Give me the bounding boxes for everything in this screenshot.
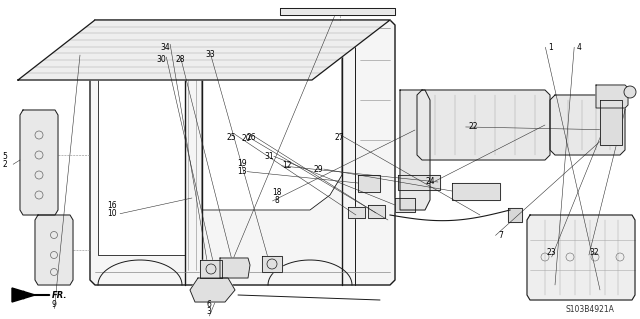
Text: 5: 5 bbox=[3, 152, 8, 161]
Text: 20: 20 bbox=[241, 134, 252, 143]
Polygon shape bbox=[398, 175, 440, 190]
Text: 27: 27 bbox=[334, 133, 344, 142]
Polygon shape bbox=[18, 20, 390, 80]
Text: 6: 6 bbox=[207, 300, 212, 309]
Polygon shape bbox=[400, 90, 430, 210]
Text: 8: 8 bbox=[274, 197, 279, 205]
Text: 9: 9 bbox=[52, 300, 57, 309]
Text: 3: 3 bbox=[207, 307, 212, 315]
Polygon shape bbox=[395, 198, 415, 212]
Text: 18: 18 bbox=[272, 189, 281, 197]
Polygon shape bbox=[35, 215, 73, 285]
Polygon shape bbox=[190, 278, 235, 302]
Polygon shape bbox=[600, 100, 622, 145]
Polygon shape bbox=[550, 95, 625, 155]
Text: S103B4921A: S103B4921A bbox=[565, 306, 614, 315]
Polygon shape bbox=[596, 85, 628, 108]
Polygon shape bbox=[200, 260, 222, 278]
Text: 26: 26 bbox=[246, 133, 256, 142]
Text: 31: 31 bbox=[264, 152, 274, 161]
Polygon shape bbox=[280, 8, 395, 15]
Text: 30: 30 bbox=[156, 56, 166, 64]
Text: 29: 29 bbox=[314, 165, 324, 174]
Polygon shape bbox=[20, 110, 58, 215]
Polygon shape bbox=[202, 35, 342, 210]
Polygon shape bbox=[452, 183, 500, 200]
Text: 25: 25 bbox=[227, 133, 237, 142]
Polygon shape bbox=[358, 175, 380, 192]
Polygon shape bbox=[220, 258, 250, 278]
Polygon shape bbox=[417, 90, 550, 160]
Polygon shape bbox=[348, 207, 365, 218]
Polygon shape bbox=[98, 35, 185, 255]
Polygon shape bbox=[12, 288, 35, 302]
Text: FR.: FR. bbox=[52, 291, 67, 300]
Text: 24: 24 bbox=[425, 177, 435, 186]
Text: 4: 4 bbox=[577, 43, 582, 52]
Text: 28: 28 bbox=[176, 56, 185, 64]
Text: 13: 13 bbox=[237, 167, 247, 176]
Text: 1: 1 bbox=[548, 43, 553, 52]
Text: 7: 7 bbox=[498, 231, 503, 240]
Text: 32: 32 bbox=[589, 248, 599, 256]
Text: 23: 23 bbox=[547, 248, 557, 256]
Text: 19: 19 bbox=[237, 159, 247, 168]
Polygon shape bbox=[262, 256, 282, 272]
Polygon shape bbox=[508, 208, 522, 222]
Text: 16: 16 bbox=[107, 201, 117, 210]
Polygon shape bbox=[527, 215, 635, 300]
Text: 10: 10 bbox=[107, 209, 117, 218]
Polygon shape bbox=[368, 205, 385, 218]
Circle shape bbox=[624, 86, 636, 98]
Text: 22: 22 bbox=[469, 122, 478, 131]
Text: 2: 2 bbox=[3, 160, 8, 169]
Text: 33: 33 bbox=[205, 50, 215, 59]
Text: 12: 12 bbox=[282, 161, 291, 170]
Text: 34: 34 bbox=[160, 43, 170, 52]
Polygon shape bbox=[90, 20, 395, 285]
